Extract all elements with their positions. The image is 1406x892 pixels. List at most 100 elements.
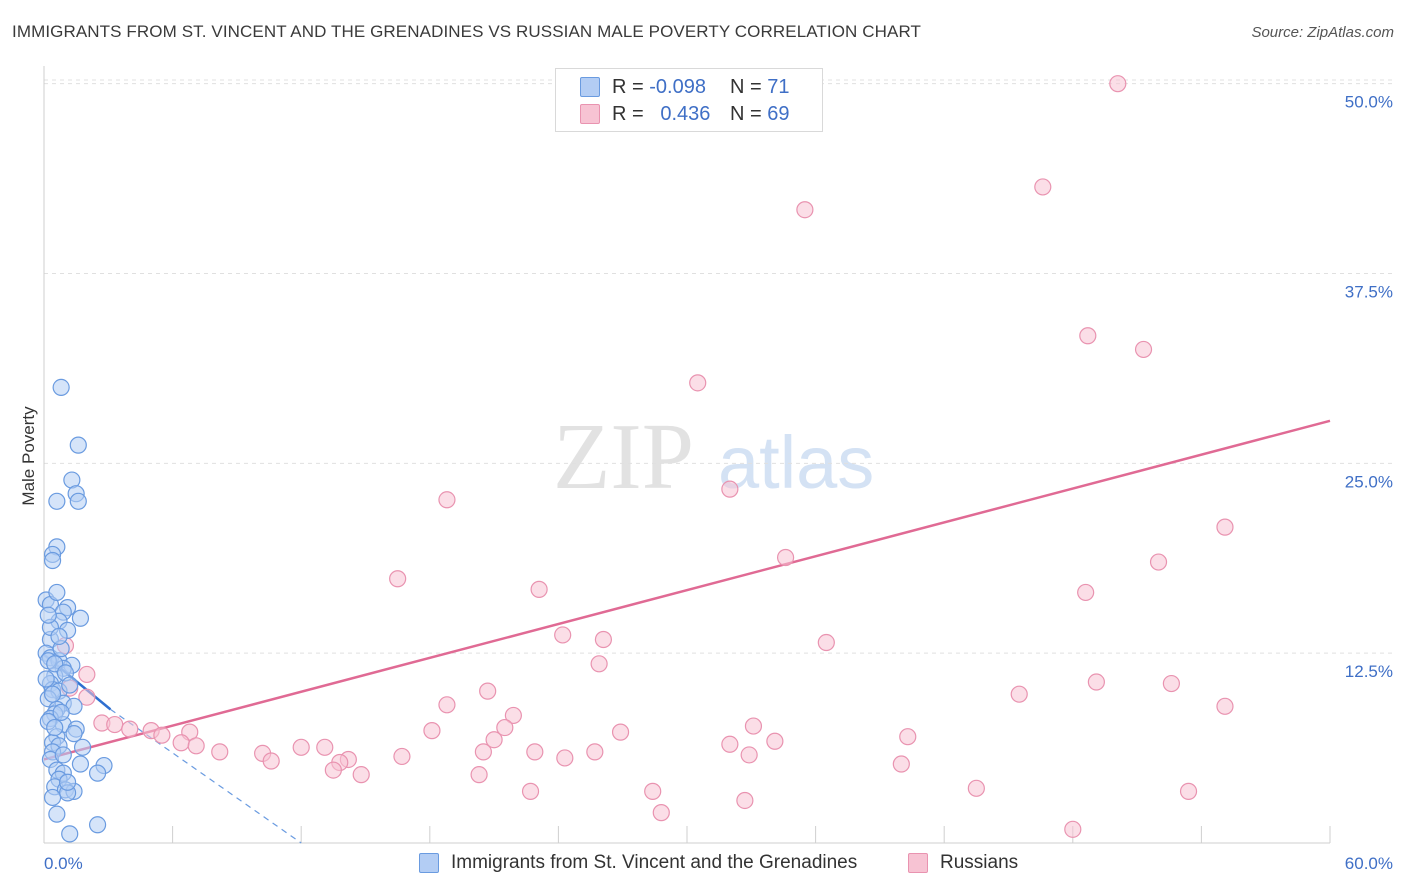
point-russians-8 [1216,518,1234,536]
point-russians-7 [438,491,456,509]
point-russians-10 [1149,553,1168,571]
point-immigrants-66 [46,718,64,737]
point-russians-3 [1079,327,1097,345]
series-label-immigrants: Immigrants from St. Vincent and the Gren… [451,852,858,873]
point-russians-6 [721,480,739,498]
point-russians-42 [172,734,190,752]
point-immigrants-58 [52,703,70,721]
point-russians-9 [776,548,795,567]
trend-line-immigrants-extension [110,708,302,844]
point-russians-32 [744,717,763,735]
point-russians-27 [1216,697,1234,715]
series-legend-item-immigrants[interactable]: Immigrants from St. Vincent and the Gren… [419,852,857,874]
series-legend-item-russians[interactable]: Russians [908,852,1018,874]
legend-n-value-1: 71 [767,75,790,98]
point-russians-31 [496,718,514,737]
point-russians-25 [78,688,96,706]
watermark: ZIP atlas [553,405,874,509]
point-russians-60 [470,766,488,784]
point-russians-14 [554,626,572,644]
point-russians-2 [796,201,814,219]
point-immigrants-70 [50,627,68,646]
tick-labels: 12.5% 25.0% 37.5% 50.0% 0.0% 60.0% [44,93,1393,873]
chart-title: IMMIGRANTS FROM ST. VINCENT AND THE GREN… [12,22,922,41]
legend-swatch-pink [580,104,600,124]
point-russians-45 [292,738,310,756]
point-russians-33 [121,720,139,738]
legend-r-value-1: -0.098 [649,75,706,98]
point-immigrants-52 [88,816,107,834]
point-russians-28 [504,706,522,725]
point-russians-16 [817,633,835,652]
point-immigrants-56 [37,670,55,688]
point-russians-26 [438,696,456,714]
series-label-russians: Russians [940,852,1019,873]
point-immigrants-8 [43,551,62,570]
point-immigrants-53 [61,825,79,843]
point-russians-49 [526,743,544,761]
point-russians-61 [967,779,985,797]
point-russians-18 [590,655,608,673]
point-russians-35 [423,722,441,740]
y-tick-label-0: 12.5% [1345,662,1393,681]
point-russians-41 [766,732,784,750]
point-russians-21 [1162,674,1180,693]
point-russians-44 [187,737,205,755]
point-immigrants-4 [48,492,66,510]
point-russians-40 [485,731,503,749]
correlation-legend: R = -0.098 N = 71 R = 0.436 N = 69 [555,68,823,132]
point-immigrants-0 [52,378,70,397]
legend-r-label-1: R = [612,75,644,98]
point-immigrants-45 [88,764,107,782]
trend-line-russians [43,419,1331,761]
point-russians-5 [689,374,707,392]
watermark-zip: ZIP [553,405,694,509]
series-swatch-pink [908,853,928,873]
series-legend: Immigrants from St. Vincent and the Gren… [0,852,1406,878]
x-tick-label-min: 0.0% [44,854,83,873]
point-russians-51 [556,749,574,767]
point-russians-64 [521,782,540,800]
point-immigrants-41 [71,755,90,773]
point-immigrants-1 [69,436,87,454]
point-immigrants-34 [65,725,83,743]
point-immigrants-51 [48,805,66,823]
legend-n-label-2: N = [730,102,762,125]
legend-row-series1: R = -0.098 N = 71 [580,75,790,99]
legend-n-value-2: 69 [767,102,790,125]
point-russians-30 [106,715,124,734]
point-russians-4 [1134,340,1153,359]
y-tick-label-2: 37.5% [1345,283,1393,302]
point-russians-67 [1064,820,1082,838]
point-russians-13 [1077,583,1095,602]
point-russians-12 [530,580,548,598]
y-tick-label-1: 25.0% [1345,472,1393,491]
point-immigrants-62 [48,583,66,602]
point-immigrants-5 [69,492,87,510]
point-russians-53 [262,752,280,770]
point-russians-36 [611,723,630,741]
point-immigrants-67 [54,746,72,764]
point-russians-59 [352,766,370,784]
point-russians-52 [393,747,411,766]
axes [43,66,1331,844]
point-russians-1 [1034,178,1052,196]
point-russians-55 [211,743,229,761]
y-axis-title: Male Poverty [19,406,38,506]
point-russians-68 [892,755,910,773]
data-points [37,75,1234,843]
point-russians-23 [479,682,497,700]
point-russians-37 [899,728,917,746]
y-tick-label-3: 50.0% [1345,93,1393,112]
point-russians-58 [740,746,758,764]
point-russians-66 [652,804,670,822]
point-russians-20 [1087,673,1105,691]
point-russians-50 [586,743,604,761]
point-russians-47 [474,743,492,761]
point-russians-19 [78,665,96,684]
legend-swatch-blue [580,77,600,97]
legend-r-value-2: 0.436 [660,102,711,125]
point-russians-57 [324,761,342,779]
point-immigrants-65 [61,676,79,694]
